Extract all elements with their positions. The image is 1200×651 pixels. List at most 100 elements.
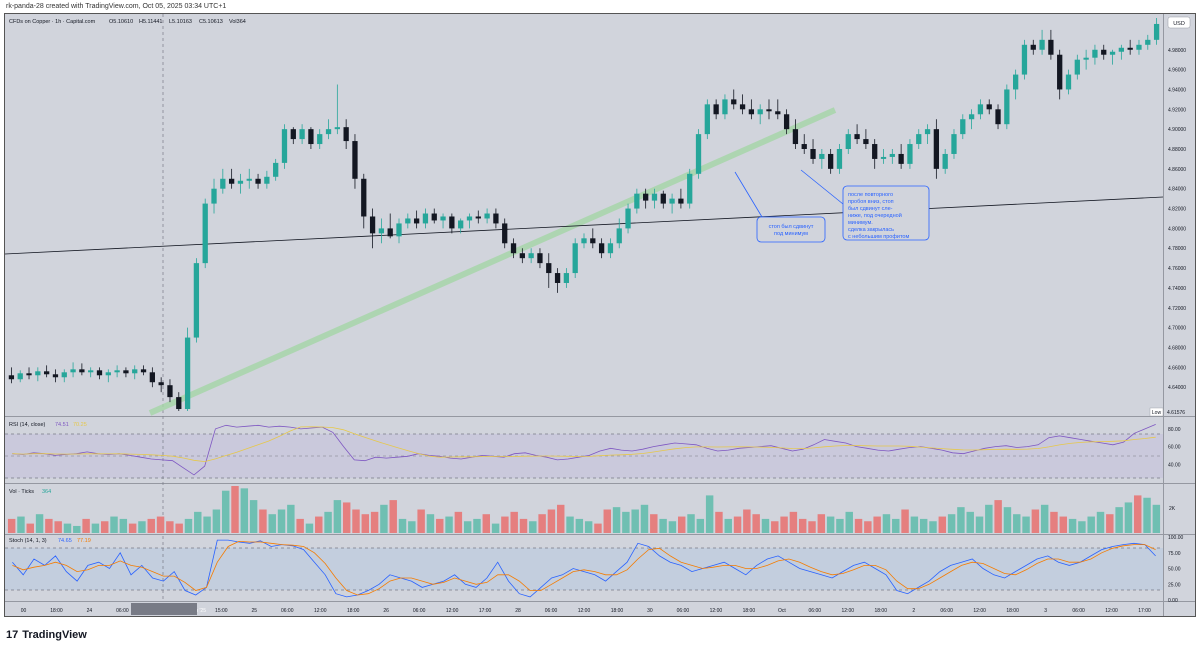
note2-callout[interactable]: после повторного пробоя вниз, стоп был с… [842,185,930,241]
time-tick-label: 12:00 [446,608,459,614]
time-tick-label: 12:00 [1105,608,1118,614]
tradingview-footer[interactable]: 17 TradingView [6,628,87,642]
candle-body [748,109,755,115]
horizontal-trendline[interactable] [5,196,1164,255]
time-tick-label: 06:00 [116,608,129,614]
ohlc-low: L5.10163 [169,19,192,25]
stoch-label[interactable]: Stoch (14, 1, 3) [9,538,47,544]
candle-body [625,208,631,229]
volume-bar [789,511,798,533]
candle-body [466,216,473,221]
volume-bar [919,518,928,533]
candle-body [863,139,869,145]
candle-body [228,178,235,184]
low-tag-box [1149,407,1164,417]
price-pane[interactable] [5,14,1163,416]
volume-bar [1068,518,1077,533]
price-tick-label: 4.76000 [1168,266,1186,272]
time-tick-label: 17:00 [479,608,492,614]
volume-bar [45,518,53,533]
volume-bar [1087,516,1095,533]
candle-body [387,228,393,237]
volume-bar [659,518,667,533]
candle-body [88,370,94,373]
volume-bar [780,516,788,533]
price-tick-label: 4.86000 [1168,167,1186,173]
volume-label[interactable]: Vol · Ticks [9,489,34,495]
price-tick-label: 4.66000 [1168,365,1186,371]
support-trendline[interactable] [148,107,837,416]
candle-body [757,109,763,115]
candle-body [1101,49,1107,55]
note1-line: под минимум [774,231,808,237]
volume-bar [1003,507,1012,533]
candle-body [1118,47,1125,52]
candle-body [616,228,622,244]
volume-bar [100,521,109,533]
candle-body [792,129,799,145]
note2-line: пробоя вниз, стоп [848,199,894,205]
volume-bar [1022,516,1030,533]
stoch-d-line [12,540,1156,596]
volume-bar [1115,507,1123,533]
candle-body [79,369,85,373]
candle-body [634,193,640,209]
price-axis[interactable] [1164,14,1195,616]
candle-body [889,153,895,157]
candle-body [546,263,552,274]
volume-bar [1050,511,1058,533]
time-tick-label: 26 [383,608,389,614]
currency-badge[interactable] [1167,16,1191,29]
candle-body [1030,44,1036,50]
time-tick-label: 18:00 [874,608,887,614]
rsi-tick-label: 40.00 [1168,462,1181,468]
volume-bar [901,509,909,533]
rsi-layer: 80.00 60.00 40.00 [12,424,1181,476]
time-tick-label: 18:00 [50,608,63,614]
candle-body [211,188,217,204]
time-axis[interactable] [5,602,1163,616]
candle-body [149,372,155,383]
volume-bar [612,507,621,533]
price-tick-label: 4.68000 [1168,345,1186,351]
volume-bar [845,511,853,533]
candle-body [1065,74,1072,90]
volume-bar [1152,504,1161,533]
candle-body [590,238,596,244]
stoch-tick-label: 25.00 [1168,582,1181,588]
note1-callout[interactable]: стоп был сдвинут под минимум [756,216,826,243]
candle-body [1092,49,1098,58]
candle-body [369,216,376,234]
chart-canvas[interactable]: 80.00 60.00 40.00 100.00 75.00 50.00 25.00 0.0… [5,14,1195,616]
candle-body [537,253,543,264]
volume-bar [817,514,826,533]
volume-bar [771,521,779,533]
volume-bar [259,509,267,533]
candle-body [739,104,746,110]
volume-bar [761,518,770,533]
volume-bar [128,523,137,533]
candle-body [669,198,675,204]
symbol-title[interactable]: CFDs on Copper · 1h · Capital.com [9,19,96,25]
volume-bar [752,514,760,533]
volume-bar [947,514,956,533]
currency-label: USD [1173,21,1185,27]
note2-line: сделка закрылась [848,227,894,233]
time-tick-label: 18:00 [1006,608,1019,614]
volume-bar [985,504,993,533]
volume-bar [1096,511,1105,533]
candle-body [167,385,173,398]
candle-body [413,218,420,224]
price-tick-label: 4.64000 [1168,385,1186,391]
candle-body [581,238,587,244]
volume-bar [724,518,732,533]
price-tick-label: 4.82000 [1168,207,1186,213]
time-tick-label: 18:00 [743,608,756,614]
candle-body [828,153,834,169]
candle-body [960,119,966,135]
time-tick-label: Oct [778,608,786,614]
rsi-label[interactable]: RSI (14, close) [9,422,46,428]
volume-bar [892,518,900,533]
stoch-tick-label: 100.00 [1168,535,1184,541]
volume-bar [417,509,425,533]
